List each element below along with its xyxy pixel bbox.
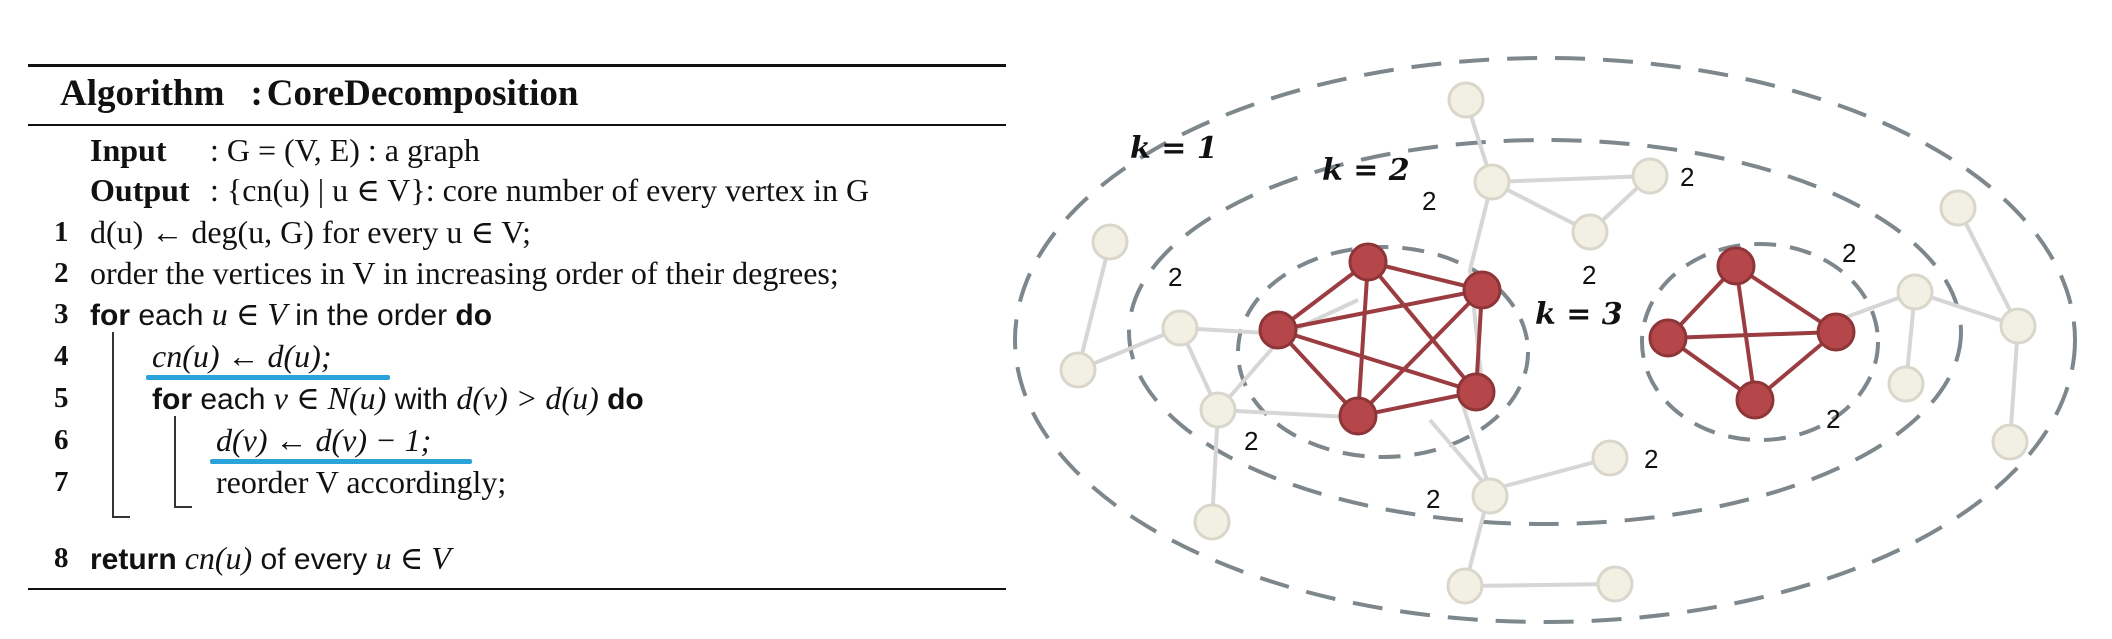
graph-node [1591,439,1629,477]
keyword-for: for [90,299,130,332]
line-6: d(v) ← d(v) − 1; [216,422,432,458]
graph-node [1571,213,1609,251]
degree-label: 2 [1826,404,1840,434]
line-number: 6 [54,424,69,456]
ring-k3-left [1236,245,1530,459]
outer-block-bar [112,332,114,518]
line-7: reorder V accordingly; [216,464,507,500]
line-3-text: each [130,299,212,332]
keyword-do: do [598,383,644,416]
line-8-math: cn(u) [176,540,253,576]
output-label: Output [90,172,190,208]
outer-nodes [1059,81,2037,605]
ring-k3-right [1640,242,1880,442]
keyword-return: return [90,543,177,576]
core-node [1648,318,1688,358]
core-node [1735,380,1775,420]
degree-label: 2 [1168,262,1182,292]
line-3-text: in the order [286,299,456,332]
graph-node [1596,565,1634,603]
title-name: CoreDecomposition [266,73,579,114]
line-number: 3 [54,298,69,330]
line-5-math: d(v) > d(u) [456,380,599,416]
input-text: : G = (V, E) : a graph [210,132,480,168]
line-number: 7 [54,466,69,498]
outer-block-foot [112,516,130,518]
ring-k1 [1013,56,2077,624]
degree-label: 2 [1680,162,1694,192]
line-1: d(u) ← deg(u, G) for every u ∈ V; [90,214,532,250]
graph-node [1887,365,1925,403]
output-text: : {cn(u) | u ∈ V}: core number of every … [210,172,870,208]
keyword-do: do [455,299,493,332]
keyword-for: for [152,383,192,416]
line-number: 2 [54,257,69,289]
line-4: cn(u) ← d(u); [152,338,332,374]
input-line: Input : G = (V, E) : a graph [90,130,480,170]
degree-label: 2 [1842,238,1856,268]
core-node [1462,270,1502,310]
degree-label: 2 [1582,260,1596,290]
graph-node [1447,81,1485,119]
line-number: 4 [54,340,69,372]
inner-block-bar [174,416,176,508]
line-5-text: each [192,383,274,416]
graph-node [1473,163,1511,201]
degree-label: 2 [1426,484,1440,514]
line-8-math: u ∈ V [375,540,451,576]
output-line: Output : {cn(u) | u ∈ V}: core number of … [90,170,869,210]
line-8-text: of every [252,543,376,576]
graph-svg: k = 1 k = 2 k = 3 2 2 2 2 2 2 2 2 2 [1013,56,2077,624]
line-number: 1 [54,216,69,248]
algorithm-box: Algorithm: CoreDecomposition Input : G = (… [28,64,1006,594]
k1-label: k = 1 [1130,131,1218,166]
graph-node [1939,189,1977,227]
degree-label: 2 [1244,426,1258,456]
graph-node [1059,351,1097,389]
degree-label: 2 [1422,186,1436,216]
core-node [1348,242,1388,282]
line-8: return cn(u) of every u ∈ V [90,538,451,580]
core-nodes [1258,242,1856,436]
core-node [1816,312,1856,352]
graph-node [1091,223,1129,261]
graph-node [1193,503,1231,541]
graph-node [1631,157,1669,195]
core-node [1456,372,1496,412]
line-3: for each u ∈ V in the order do [90,294,492,336]
core-node [1338,396,1378,436]
line-6-underline [210,459,472,464]
graph-node [1446,567,1484,605]
graph-node [1471,477,1509,515]
header-rule [28,124,1006,126]
graph-node [1991,423,2029,461]
line-2: order the vertices in V in increasing or… [90,255,839,291]
graph-node [1199,391,1237,429]
k3-label: k = 3 [1535,297,1623,332]
input-label: Input [90,132,167,168]
graph-node [1999,307,2037,345]
core-node [1258,310,1298,350]
line-5-math: v ∈ N(u) [273,380,387,416]
title-word: Algorithm [60,73,225,114]
line-5-text: with [386,383,457,416]
algorithm-title: Algorithm: CoreDecomposition [60,72,578,115]
graph-node [1161,309,1199,347]
top-rule [28,64,1006,67]
k2-label: k = 2 [1322,153,1410,188]
core-node [1716,246,1756,286]
core-decomposition-diagram: k = 1 k = 2 k = 3 2 2 2 2 2 2 2 2 2 [1010,0,2112,634]
title-separator: : [250,73,263,114]
ring-k2 [1127,138,1963,526]
bottom-rule [28,588,1006,590]
line-number: 5 [54,382,69,414]
degree-label: 2 [1644,444,1658,474]
line-3-math: u ∈ V [211,296,287,332]
line-5: for each v ∈ N(u) with d(v) > d(u) do [152,378,644,420]
line-number: 8 [54,542,69,574]
graph-node [1896,273,1934,311]
inner-block-foot [174,506,192,508]
line-4-underline [146,375,390,380]
